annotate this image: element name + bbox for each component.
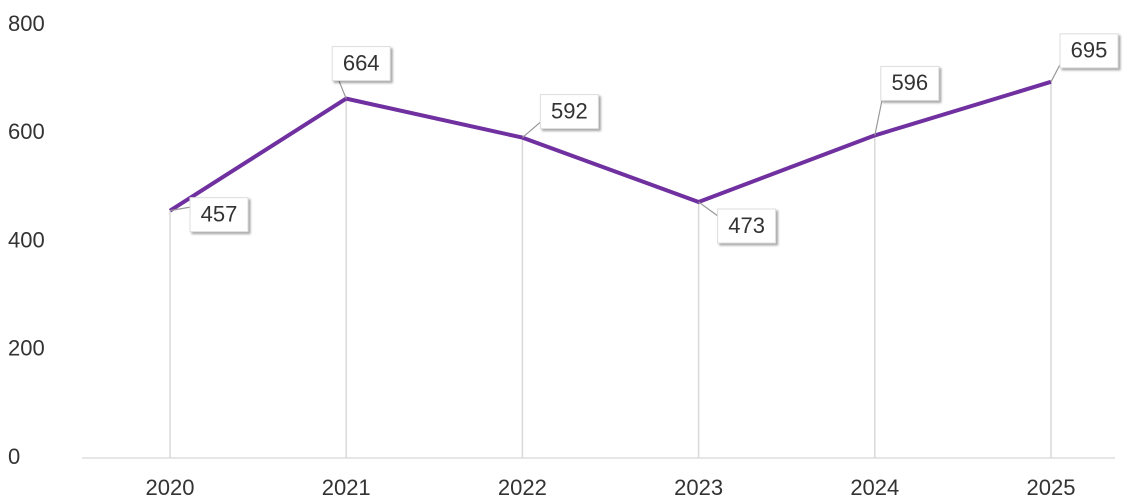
data-label-box bbox=[880, 65, 940, 101]
data-label: 473 bbox=[728, 213, 765, 238]
y-tick-label: 0 bbox=[8, 444, 20, 469]
data-label: 695 bbox=[1071, 38, 1108, 63]
data-label-box bbox=[539, 94, 599, 130]
x-tick-label: 2023 bbox=[674, 475, 723, 499]
x-tick-label: 2021 bbox=[322, 475, 371, 499]
y-tick-label: 200 bbox=[8, 336, 45, 361]
data-label-box bbox=[331, 46, 391, 82]
data-label: 457 bbox=[201, 201, 238, 226]
data-label: 596 bbox=[891, 70, 928, 95]
x-tick-label: 2025 bbox=[1027, 475, 1076, 499]
data-label: 592 bbox=[551, 98, 588, 123]
data-line bbox=[168, 79, 1052, 213]
x-tick-label: 2024 bbox=[850, 475, 899, 499]
data-label-box bbox=[717, 208, 777, 244]
x-tick-label: 2022 bbox=[498, 475, 547, 499]
data-label-box bbox=[189, 197, 249, 233]
y-tick-label: 800 bbox=[8, 11, 45, 36]
y-tick-label: 400 bbox=[8, 227, 45, 252]
data-label-box bbox=[1059, 33, 1119, 69]
x-tick-label: 2020 bbox=[146, 475, 195, 499]
data-label: 664 bbox=[343, 50, 380, 75]
y-tick-label: 600 bbox=[8, 119, 45, 144]
